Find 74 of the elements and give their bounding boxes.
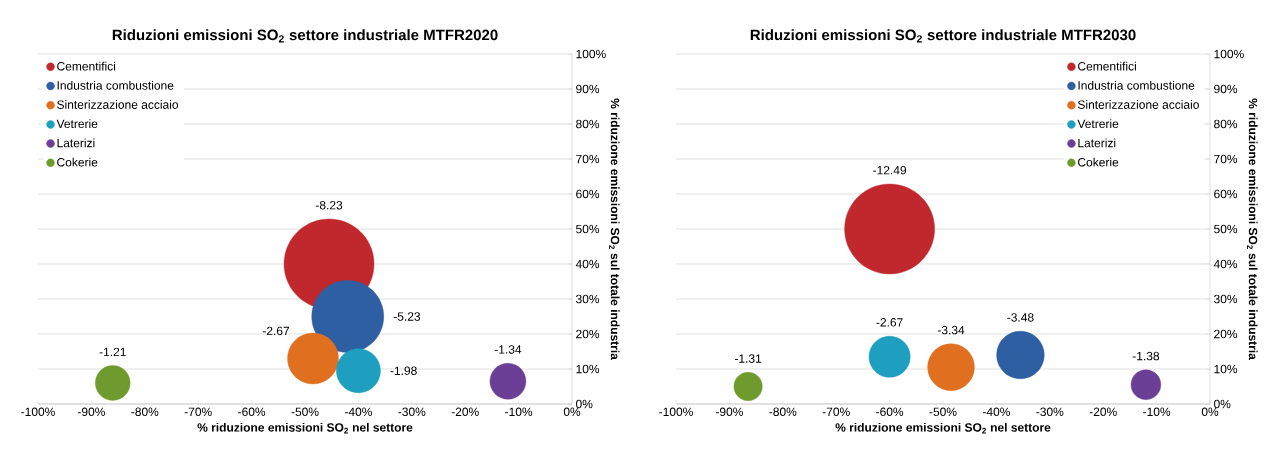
y-tick-label: 50% <box>1214 224 1238 234</box>
y-tick-label: 20% <box>1214 329 1238 339</box>
x-tick-label: 0% <box>563 407 581 417</box>
y-tick-label: 100% <box>1214 49 1244 59</box>
x-tick-label: -90% <box>77 407 105 417</box>
x-tick-label: -60% <box>238 407 266 417</box>
x-tick-label: -70% <box>184 407 212 417</box>
x-axis-title: % riduzione emissioni SO$_{2}$ nel settore <box>197 422 413 434</box>
annotation: -1.98 <box>390 366 417 375</box>
x-tick-label: -70% <box>822 407 850 417</box>
x-tick-label: -50% <box>291 407 319 417</box>
annotation: -2.67 <box>876 318 903 327</box>
legend-label: Cementifici <box>1078 61 1136 71</box>
annotation: -5.23 <box>393 312 421 321</box>
x-tick-label: -50% <box>929 407 957 417</box>
y-tick-label: 90% <box>576 84 600 94</box>
x-tick-label: -100% <box>659 407 693 417</box>
y-tick-label: 10% <box>1214 364 1238 374</box>
legend-label: Vetrerie <box>56 119 98 129</box>
chart-title: Riduzioni emissioni SO$_{2}$ settore industriale MTFR2020 <box>112 29 498 43</box>
legend-label: Laterizi <box>57 138 95 148</box>
x-tick-label: -40% <box>344 407 372 417</box>
annotation: -1.38 <box>1132 351 1160 361</box>
legend-label: Sinterizzazione acciaio <box>57 100 179 109</box>
legend-label: Laterizi <box>1078 138 1116 148</box>
y-tick-label: 80% <box>576 119 600 129</box>
y-tick-label: 70% <box>1214 154 1238 164</box>
y-tick-label: 100% <box>576 49 606 59</box>
y-tick-label: 20% <box>576 329 600 339</box>
legend-label: Sinterizzazione acciaio <box>1077 100 1199 109</box>
legend-label: Cokerie <box>57 157 98 167</box>
x-tick-label: -40% <box>982 407 1010 417</box>
y-tick-label: 30% <box>1214 294 1238 304</box>
y-tick-label: 40% <box>1213 259 1238 269</box>
x-tick-label: -90% <box>715 407 743 417</box>
annotation: -3.34 <box>937 325 965 335</box>
x-tick-label: -10% <box>505 407 533 417</box>
annotation: -1.21 <box>99 347 126 357</box>
y-tick-label: 40% <box>575 259 600 269</box>
y-axis-title: % riduzione emissioni SO$_{2}$ sul totale industria <box>609 98 620 360</box>
x-tick-label: -20% <box>1089 407 1117 417</box>
x-tick-label: -80% <box>769 407 797 417</box>
x-tick-label: -20% <box>451 407 479 417</box>
y-tick-label: 90% <box>1214 84 1238 94</box>
x-axis-title: % riduzione emissioni SO$_{2}$ nel settore <box>835 422 1051 434</box>
annotation: -3.48 <box>1007 313 1034 322</box>
legend-label: Vetrerie <box>1077 119 1119 129</box>
legend-label: Industria combustione <box>1078 80 1195 90</box>
y-tick-label: 0% <box>576 399 593 409</box>
x-tick-label: 0% <box>1201 407 1219 417</box>
y-tick-label: 30% <box>576 294 600 304</box>
x-tick-label: -100% <box>21 407 55 417</box>
legend-label: Cementifici <box>57 61 116 71</box>
y-tick-label: 50% <box>576 224 600 234</box>
y-tick-label: 70% <box>576 154 600 164</box>
y-tick-label: 60% <box>1214 189 1238 199</box>
legend-label: Industria combustione <box>57 80 174 90</box>
annotation: -8.23 <box>315 200 343 210</box>
y-tick-label: 10% <box>576 364 600 374</box>
annotation: -1.31 <box>734 354 762 363</box>
y-tick-label: 60% <box>576 189 600 199</box>
x-tick-label: -30% <box>398 407 426 417</box>
annotation: -2.67 <box>262 326 290 336</box>
x-tick-label: -30% <box>1036 407 1064 417</box>
legend-label: Cokerie <box>1078 157 1119 167</box>
x-tick-label: -10% <box>1143 407 1171 417</box>
x-tick-label: -60% <box>876 407 904 417</box>
y-axis-title: % riduzione emissioni SO$_{2}$ sul totale industria <box>1247 98 1258 360</box>
y-tick-label: 0% <box>1214 399 1231 409</box>
annotation: -1.34 <box>494 345 522 354</box>
annotation: -12.49 <box>873 165 907 175</box>
chart-title: Riduzioni emissioni SO$_{2}$ settore industriale MTFR2030 <box>750 29 1136 43</box>
x-tick-label: -80% <box>131 407 159 417</box>
y-tick-label: 80% <box>1214 119 1238 129</box>
